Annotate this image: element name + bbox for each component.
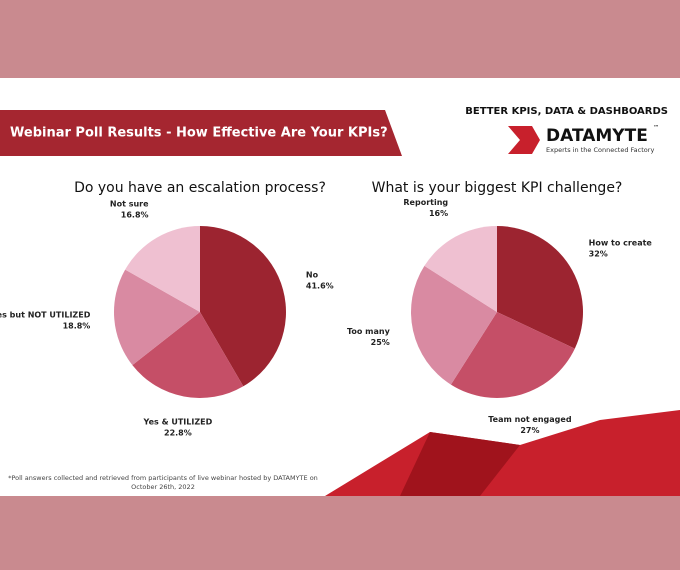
pie-slice [125, 226, 200, 312]
tagline: BETTER KPIS, DATA & DASHBOARDS [465, 106, 668, 117]
pie-slice [424, 226, 497, 312]
chart-title: Do you have an escalation process? [74, 180, 326, 196]
pie-slice [410, 265, 497, 385]
decor [400, 432, 520, 496]
pie-slice [132, 312, 244, 398]
top-band [0, 0, 680, 78]
slice-label: Reporting [403, 198, 448, 207]
logo-name: DATAMYTE [546, 126, 648, 146]
pie-slice [497, 226, 583, 349]
slice-value: 16.8% [121, 211, 149, 220]
logo-icon [508, 126, 540, 154]
slice-value: 18.8% [63, 321, 91, 330]
slice-label: Yes but NOT UTILIZED [0, 310, 91, 319]
slice-value: 25% [371, 338, 390, 347]
pie-slice [200, 226, 286, 387]
title-banner [0, 110, 402, 156]
slice-label: Too many [347, 327, 391, 336]
chart-title: What is your biggest KPI challenge? [372, 180, 623, 196]
slice-value: 32% [589, 249, 608, 258]
footnote: *Poll answers collected and retrieved fr… [8, 474, 318, 491]
logo-mark: ™ [653, 125, 659, 132]
pie-slice [114, 269, 200, 366]
slice-label: No [306, 271, 319, 280]
slice-label: Yes & UTILIZED [143, 417, 213, 426]
slice-value: 16% [429, 209, 448, 218]
slice-label: How to create [589, 238, 653, 247]
slice-value: 27% [520, 426, 539, 435]
logo-slogan: Experts in the Connected Factory [546, 146, 654, 154]
slice-value: 22.8% [164, 428, 192, 437]
bottom-band [0, 496, 680, 570]
page-title: Webinar Poll Results - How Effective Are… [10, 126, 388, 141]
slice-value: 41.6% [306, 282, 334, 291]
pie-slice [450, 312, 575, 398]
slice-label: Team not engaged [488, 415, 572, 424]
slice-label: Not sure [110, 200, 149, 209]
